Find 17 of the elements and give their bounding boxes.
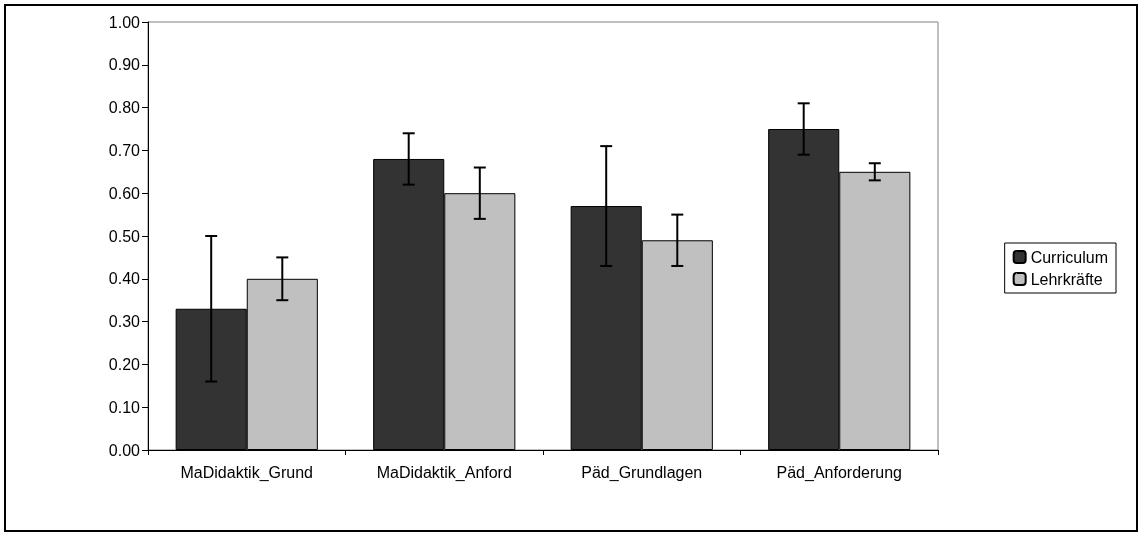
y-tick-label: 0.80 [108,99,141,117]
y-tick-label: 0.90 [108,56,141,74]
x-tick-label: MaDidaktik_Grund [180,463,313,482]
y-tick-label: 1.00 [108,13,141,31]
y-tick-label: 0.00 [108,441,141,459]
y-tick-label: 0.30 [108,313,141,331]
y-tick-label: 0.40 [108,270,141,288]
y-tick-label: 0.60 [108,184,141,202]
legend-label: Lehrkräfte [1030,270,1103,288]
x-tick-label: Päd_Anforderung [776,463,902,482]
y-tick-label: 0.70 [108,141,141,159]
x-tick-label: MaDidaktik_Anford [376,463,512,482]
y-tick-label: 0.50 [108,227,141,245]
x-tick-label: Päd_Grundlagen [581,463,703,482]
legend-label: Curriculum [1030,248,1108,266]
y-tick-label: 0.10 [108,398,141,416]
y-tick-label: 0.20 [108,355,141,373]
